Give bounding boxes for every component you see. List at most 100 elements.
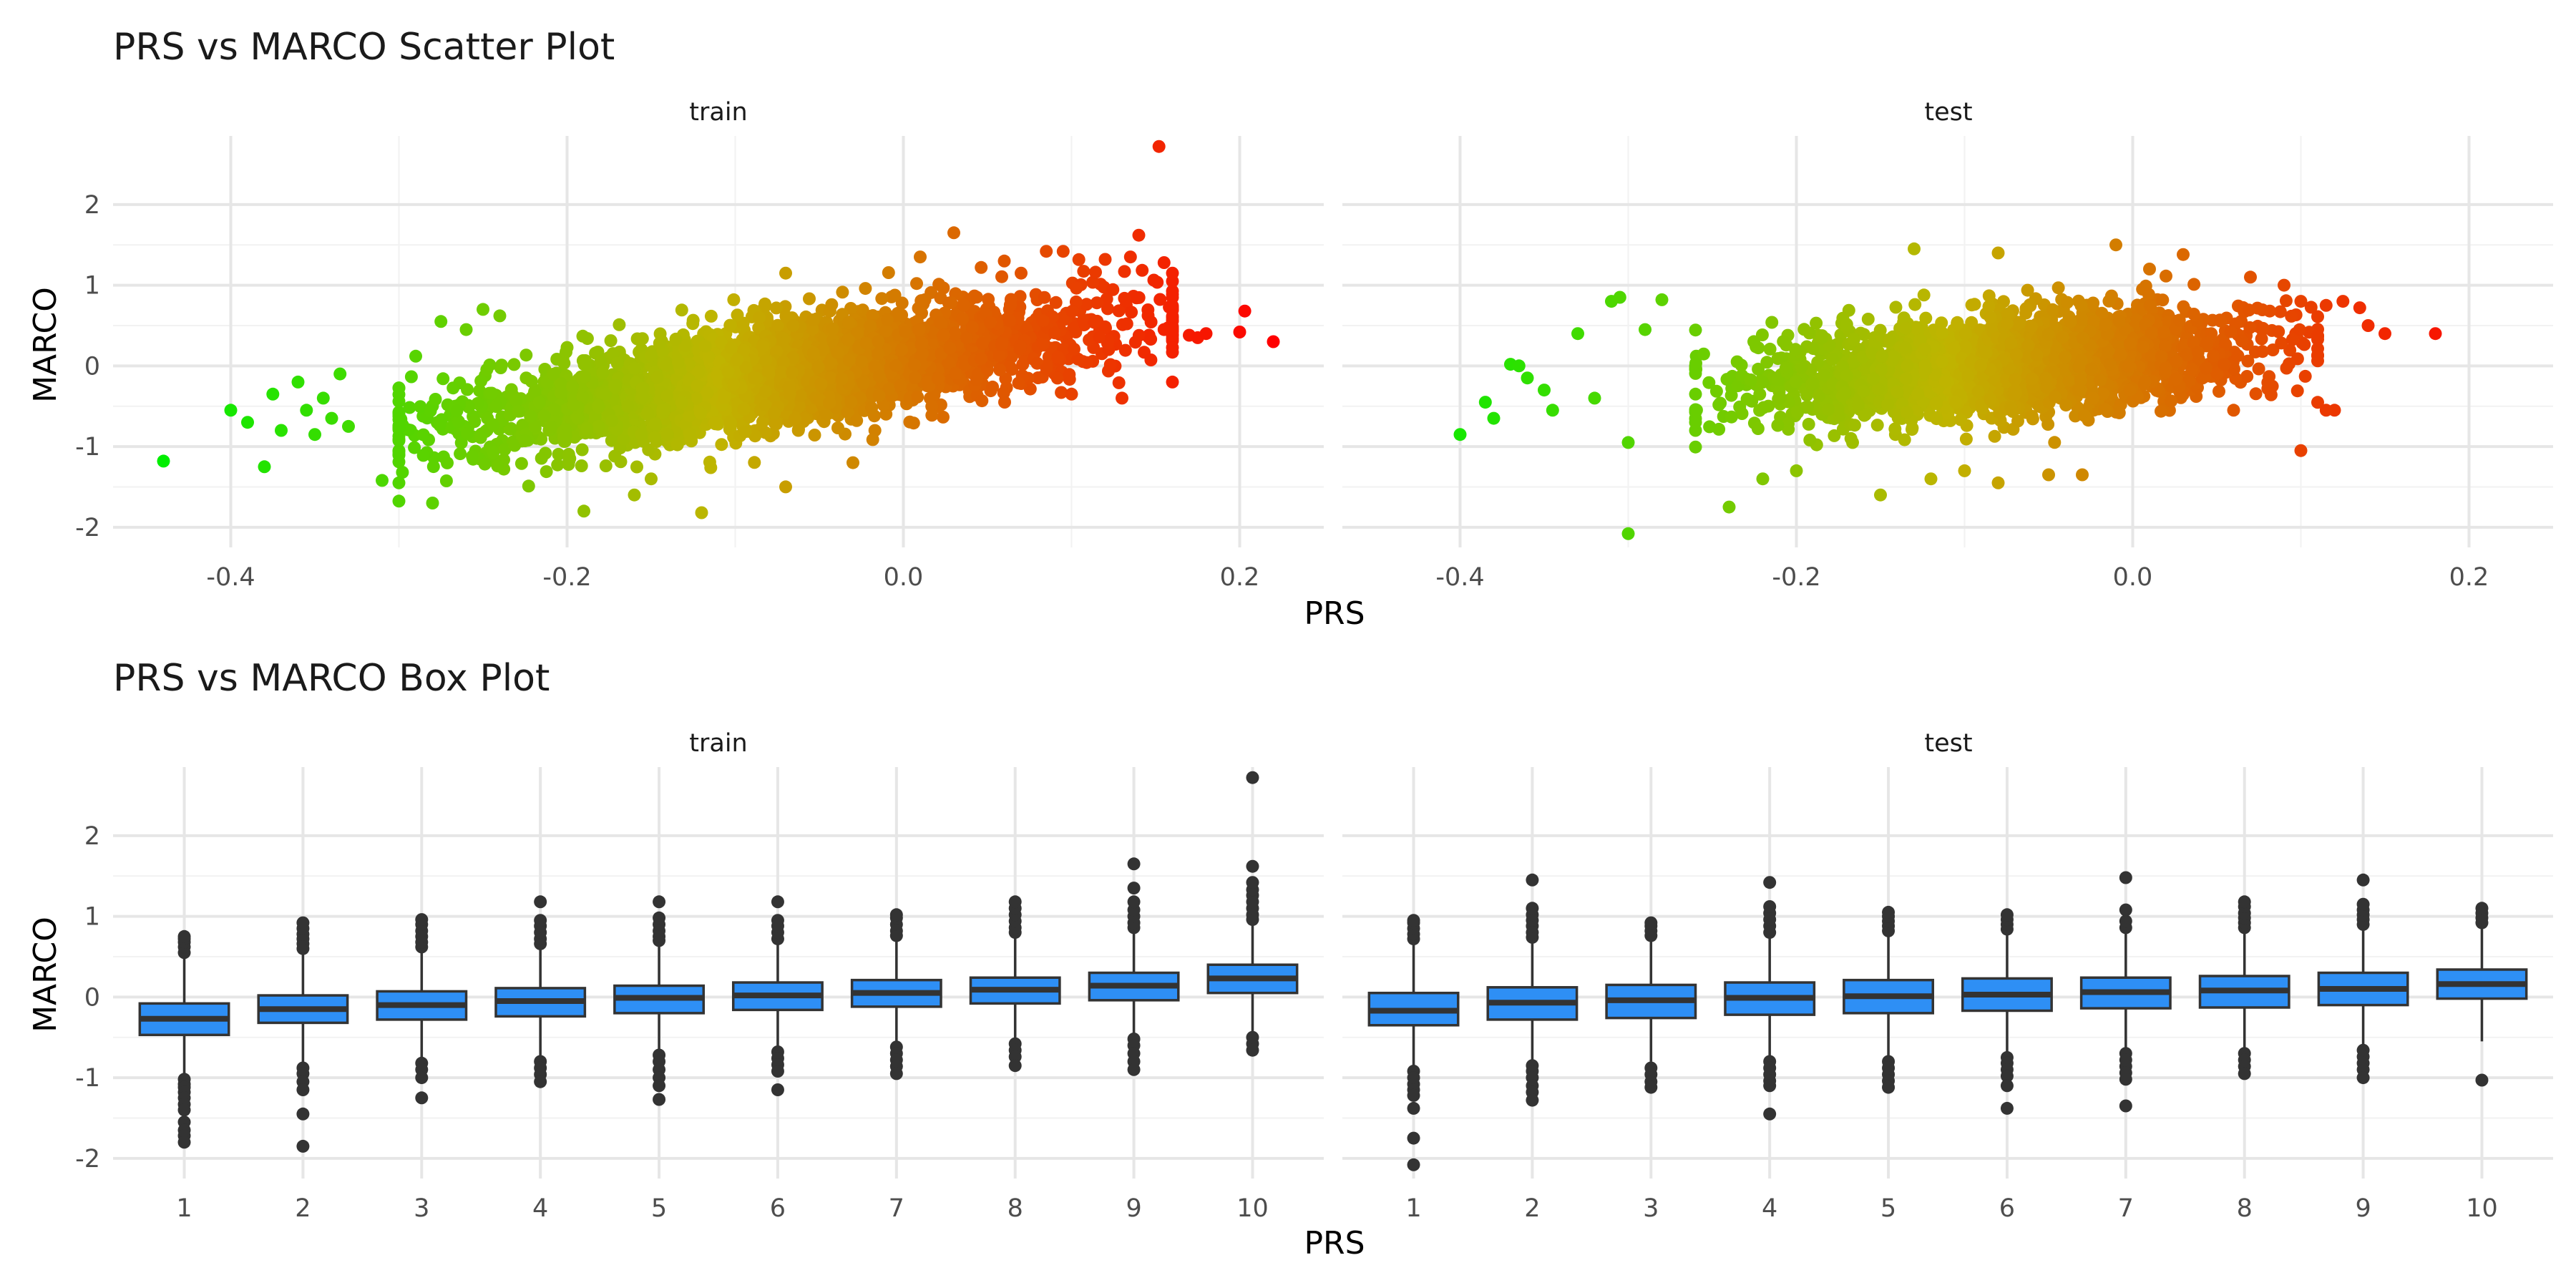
scatter-point [1056, 245, 1070, 258]
scatter-point [1118, 291, 1131, 305]
scatter-point [2275, 336, 2288, 350]
scatter-point [942, 356, 955, 369]
scatter-point [291, 375, 305, 389]
scatter-point [648, 417, 662, 431]
scatter-point [454, 436, 468, 449]
scatter-point [1118, 265, 1131, 278]
scatter-point [975, 260, 988, 274]
scatter-point [392, 455, 406, 469]
scatter-point [794, 389, 807, 403]
scatter-point [1689, 404, 1703, 417]
scatter-point [1055, 386, 1068, 399]
scatter-point [528, 385, 542, 399]
scatter-point [1063, 368, 1076, 381]
scatter-point [608, 381, 622, 394]
scatter-point [258, 460, 271, 474]
scatter-point [1068, 321, 1082, 335]
scatter-point [1765, 316, 1779, 329]
scatter-point [2087, 296, 2100, 310]
box-x-axis-label: PRS [1304, 1225, 1365, 1262]
scatter-point [660, 358, 673, 372]
scatter-point [2283, 357, 2296, 371]
scatter-point [519, 348, 533, 362]
scatter-point [474, 431, 487, 444]
scatter-point [1077, 265, 1091, 278]
scatter-point [2279, 294, 2293, 308]
scatter-point [866, 433, 879, 447]
scatter-point [808, 429, 821, 441]
scatter-point [689, 392, 703, 406]
scatter-point [975, 336, 989, 350]
scatter-point [670, 438, 684, 452]
scatter-point [888, 288, 902, 302]
scatter-point [630, 460, 643, 474]
scatter-point [599, 459, 613, 472]
scatter-point [859, 336, 873, 350]
scatter-point [822, 357, 836, 371]
scatter-point [1144, 353, 1158, 366]
scatter-point [1005, 351, 1018, 364]
scatter-point [1802, 417, 1815, 431]
scatter-point [656, 404, 669, 417]
scatter-point [1101, 302, 1114, 316]
scatter-point [850, 414, 864, 427]
scatter-point [613, 318, 626, 331]
scatter-point [1828, 429, 1841, 442]
scatter-point [1803, 434, 1817, 447]
scatter-point [1709, 384, 1723, 398]
scatter-point [943, 341, 957, 355]
scatter-point [859, 282, 872, 296]
scatter-point [880, 313, 894, 326]
scatter-point [466, 449, 479, 463]
scatter-point [686, 317, 700, 331]
scatter-point [316, 391, 330, 405]
scatter-point [731, 353, 744, 366]
scatter-point [641, 406, 655, 420]
scatter-point [503, 422, 517, 436]
scatter-point [1065, 305, 1079, 318]
scatter-point [1103, 358, 1117, 371]
scatter-point [916, 347, 929, 361]
scatter-point [1123, 250, 1137, 264]
scatter-point [1908, 298, 1922, 311]
scatter-point [1086, 275, 1100, 289]
scatter-point [1988, 429, 2001, 443]
scatter-point [1848, 419, 1861, 432]
scatter-point [1112, 376, 1126, 389]
scatter-point [738, 425, 752, 439]
scatter-point [342, 419, 355, 433]
scatter-point [865, 401, 879, 414]
scatter-point [995, 338, 1008, 351]
scatter-point [937, 328, 950, 342]
scatter-point [403, 401, 416, 414]
scatter-point [592, 399, 605, 413]
scatter-point [2048, 436, 2062, 449]
scatter-point [478, 457, 492, 471]
scatter-point [560, 346, 572, 358]
scatter-point [507, 358, 521, 371]
scatter-point [1740, 392, 1754, 406]
scatter-point [1144, 316, 1158, 328]
scatter-point [509, 394, 523, 407]
scatter-point [532, 396, 546, 409]
scatter-point [566, 379, 580, 393]
scatter-point [392, 476, 406, 489]
scatter-point [1090, 296, 1103, 310]
scatter-point [554, 386, 567, 400]
scatter-point [777, 356, 790, 369]
scatter-point [648, 431, 661, 444]
scatter-point [508, 439, 522, 452]
scatter-y-axis-label: MARCO [27, 287, 64, 403]
scatter-point [447, 381, 460, 395]
scatter-point [596, 366, 610, 379]
scatter-point [750, 371, 763, 385]
scatter-point [660, 428, 674, 441]
y-tick-label: -2 [75, 514, 100, 542]
scatter-point [1070, 281, 1083, 295]
scatter-point [992, 348, 1006, 362]
scatter-point [1040, 361, 1053, 375]
scatter-point [547, 402, 561, 416]
scatter-point [1968, 298, 1981, 311]
scatter-point [727, 378, 741, 391]
